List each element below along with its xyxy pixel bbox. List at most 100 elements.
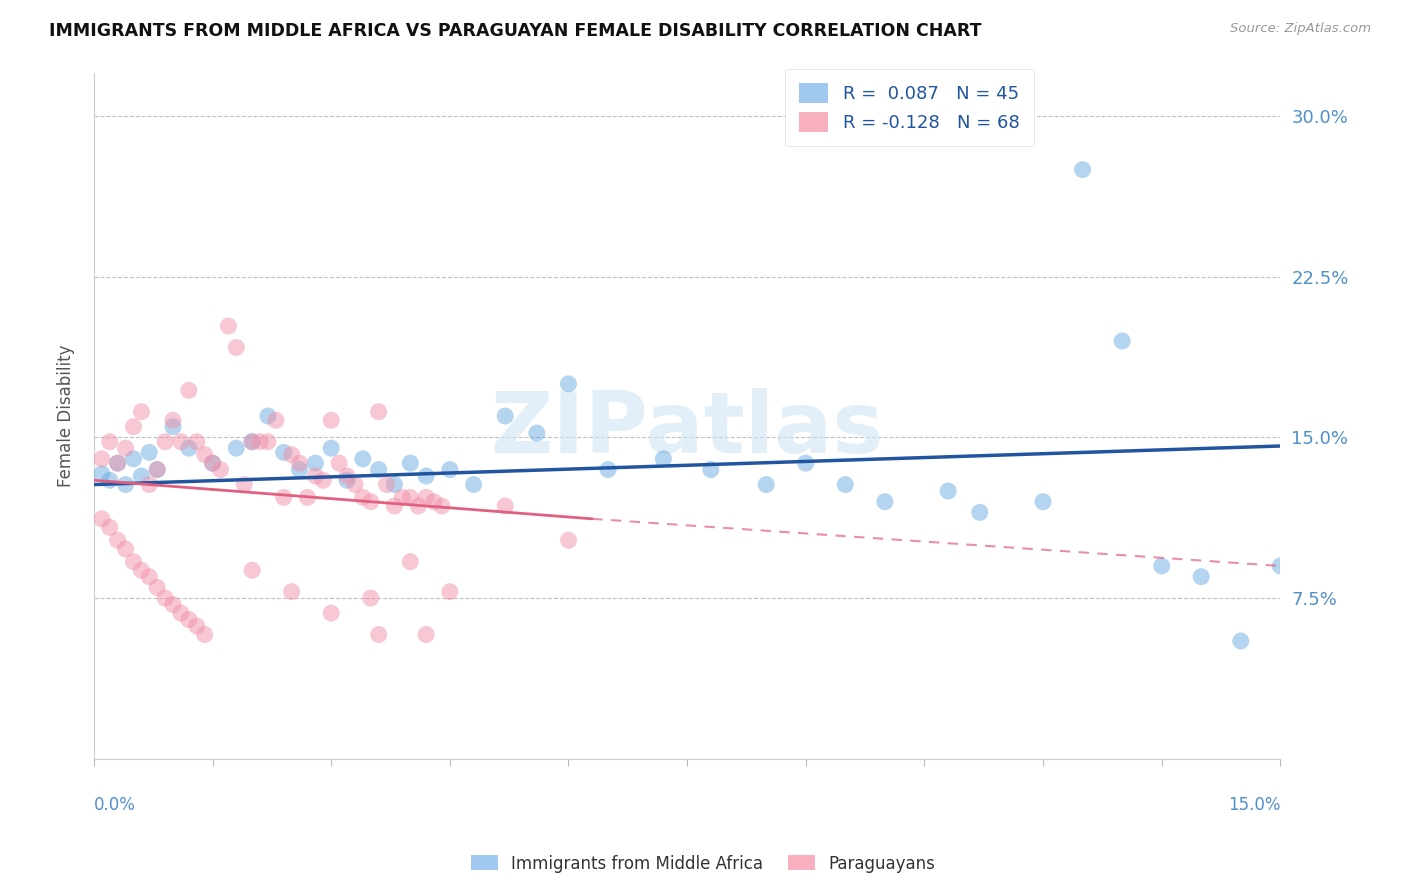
Point [194, 627, 217, 641]
Point [98, 473, 121, 487]
Point [367, 405, 389, 419]
Point [1270, 558, 1292, 573]
Point [794, 456, 817, 470]
Point [1229, 634, 1251, 648]
Point [240, 434, 263, 449]
Point [596, 462, 619, 476]
Point [384, 477, 406, 491]
Point [360, 494, 382, 508]
Point [114, 477, 136, 491]
Point [494, 409, 516, 423]
Point [312, 473, 335, 487]
Point [399, 456, 422, 470]
Point [114, 541, 136, 556]
Point [233, 477, 256, 491]
Point [1111, 334, 1133, 348]
Point [1189, 570, 1212, 584]
Point [138, 570, 160, 584]
Point [321, 606, 343, 620]
Point [343, 477, 366, 491]
Point [1071, 162, 1094, 177]
Point [177, 384, 200, 398]
Point [273, 491, 295, 505]
Point [131, 563, 153, 577]
Point [304, 469, 326, 483]
Point [280, 584, 302, 599]
Point [146, 581, 169, 595]
Point [98, 434, 121, 449]
Point [336, 473, 359, 487]
Point [122, 451, 145, 466]
Point [439, 584, 461, 599]
Point [415, 627, 437, 641]
Point [240, 563, 263, 577]
Point [375, 477, 398, 491]
Point [209, 462, 232, 476]
Point [98, 520, 121, 534]
Point [321, 413, 343, 427]
Point [423, 494, 446, 508]
Point [217, 319, 239, 334]
Point [936, 483, 959, 498]
Point [352, 491, 374, 505]
Point [162, 419, 184, 434]
Point [873, 494, 896, 508]
Point [194, 448, 217, 462]
Point [494, 499, 516, 513]
Point [177, 441, 200, 455]
Point [399, 491, 422, 505]
Y-axis label: Female Disability: Female Disability [58, 344, 75, 487]
Point [249, 434, 271, 449]
Point [360, 591, 382, 606]
Point [321, 441, 343, 455]
Point [415, 491, 437, 505]
Point [399, 555, 422, 569]
Point [225, 441, 247, 455]
Point [336, 469, 359, 483]
Point [201, 456, 224, 470]
Point [146, 462, 169, 476]
Point [153, 591, 176, 606]
Point [146, 462, 169, 476]
Point [439, 462, 461, 476]
Point [107, 456, 129, 470]
Point [90, 451, 112, 466]
Point [186, 434, 208, 449]
Point [122, 419, 145, 434]
Text: 0.0%: 0.0% [94, 797, 136, 814]
Point [90, 467, 112, 481]
Point [170, 606, 193, 620]
Text: 15.0%: 15.0% [1227, 797, 1281, 814]
Point [114, 441, 136, 455]
Point [367, 627, 389, 641]
Point [107, 533, 129, 548]
Point [969, 505, 991, 519]
Point [162, 413, 184, 427]
Point [834, 477, 856, 491]
Point [304, 456, 326, 470]
Point [107, 456, 129, 470]
Point [240, 434, 263, 449]
Point [288, 462, 311, 476]
Point [652, 451, 675, 466]
Point [280, 448, 302, 462]
Point [557, 533, 579, 548]
Point [186, 619, 208, 633]
Text: IMMIGRANTS FROM MIDDLE AFRICA VS PARAGUAYAN FEMALE DISABILITY CORRELATION CHART: IMMIGRANTS FROM MIDDLE AFRICA VS PARAGUA… [49, 22, 981, 40]
Point [273, 445, 295, 459]
Point [138, 445, 160, 459]
Point [257, 434, 280, 449]
Point [1032, 494, 1054, 508]
Point [131, 405, 153, 419]
Point [257, 409, 280, 423]
Point [90, 512, 112, 526]
Point [352, 451, 374, 466]
Point [264, 413, 287, 427]
Point [700, 462, 723, 476]
Point [153, 434, 176, 449]
Point [557, 376, 579, 391]
Point [415, 469, 437, 483]
Point [391, 491, 413, 505]
Point [170, 434, 193, 449]
Text: ZIPatlas: ZIPatlas [491, 388, 884, 471]
